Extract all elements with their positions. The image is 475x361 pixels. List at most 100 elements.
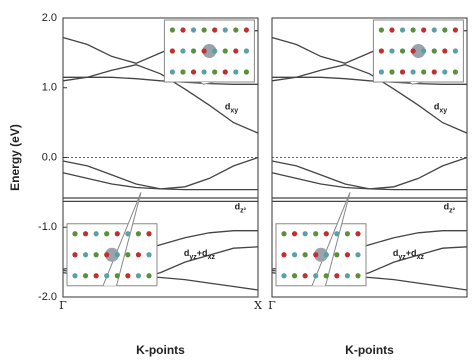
atom	[379, 48, 384, 53]
atom	[136, 252, 141, 257]
atom	[202, 69, 207, 74]
panel: 2.01.00.0-1.0-2.0ΓXEnergy (eV)K-pointsdx…	[8, 12, 262, 357]
atom	[334, 252, 339, 257]
atom	[292, 273, 297, 278]
x-tick-label: Γ	[268, 299, 276, 312]
atom	[104, 231, 109, 236]
y-tick-label: 1.0	[42, 82, 57, 94]
atom	[94, 252, 99, 257]
atom	[94, 231, 99, 236]
atom	[400, 48, 405, 53]
atom	[453, 27, 458, 32]
atom	[400, 69, 405, 74]
atom	[104, 273, 109, 278]
atom	[303, 252, 308, 257]
atom	[313, 231, 318, 236]
atom	[202, 27, 207, 32]
atom	[244, 27, 249, 32]
x-tick-label: Γ	[59, 299, 67, 312]
atom	[432, 48, 437, 53]
y-tick-label: -2.0	[38, 291, 57, 303]
annotation: dxy	[225, 102, 238, 114]
atom	[83, 273, 88, 278]
atom	[292, 252, 297, 257]
x-axis-label: K-points	[345, 343, 394, 357]
atom	[136, 231, 141, 236]
atom	[191, 69, 196, 74]
atom	[244, 69, 249, 74]
y-tick-label: -1.0	[38, 221, 57, 233]
atom	[303, 273, 308, 278]
annotation: dyz+dxz	[184, 248, 216, 260]
atom	[223, 69, 228, 74]
atom	[432, 69, 437, 74]
atom	[281, 252, 286, 257]
atom	[389, 69, 394, 74]
annotation-text: +d	[197, 248, 208, 258]
atom	[379, 27, 384, 32]
atom	[115, 273, 120, 278]
atom	[146, 231, 151, 236]
atom	[125, 231, 130, 236]
band-line	[63, 173, 258, 190]
atom	[313, 252, 318, 257]
atom	[411, 48, 416, 53]
atom	[223, 27, 228, 32]
atom	[233, 27, 238, 32]
atom	[180, 27, 185, 32]
atom	[453, 69, 458, 74]
atom	[170, 69, 175, 74]
annotation: dz²	[235, 202, 247, 214]
atom	[170, 48, 175, 53]
annotation-text: +d	[406, 248, 417, 258]
atom	[212, 27, 217, 32]
band-line	[272, 158, 467, 189]
annotation-subscript: z²	[449, 208, 456, 215]
atom	[411, 69, 416, 74]
atom	[202, 48, 207, 53]
panel: ΓK-pointsdxydz²dyz+dxz	[268, 18, 467, 357]
annotation: dyz+dxz	[393, 248, 425, 260]
atom	[180, 69, 185, 74]
x-tick-label: X	[254, 299, 262, 312]
atom	[421, 69, 426, 74]
annotation-subscript: xz	[208, 254, 216, 261]
atom	[411, 27, 416, 32]
atom	[421, 27, 426, 32]
atom	[212, 69, 217, 74]
atom	[146, 273, 151, 278]
atom	[453, 48, 458, 53]
atom	[355, 252, 360, 257]
atom	[355, 273, 360, 278]
atom	[324, 231, 329, 236]
atom	[442, 27, 447, 32]
atom	[292, 231, 297, 236]
atom	[345, 273, 350, 278]
annotation: dz²	[444, 202, 456, 214]
atom	[324, 273, 329, 278]
atom	[313, 273, 318, 278]
atom	[389, 48, 394, 53]
atom	[115, 231, 120, 236]
atom	[345, 231, 350, 236]
atom	[233, 69, 238, 74]
y-tick-label: 0.0	[42, 151, 57, 163]
atom	[223, 48, 228, 53]
atom	[146, 252, 151, 257]
y-axis-label: Energy (eV)	[8, 124, 22, 191]
atom	[334, 231, 339, 236]
atom	[136, 273, 141, 278]
atom	[72, 252, 77, 257]
atom	[115, 252, 120, 257]
atom	[389, 27, 394, 32]
atom	[355, 231, 360, 236]
atom	[345, 252, 350, 257]
chart: 2.01.00.0-1.0-2.0ΓXEnergy (eV)K-pointsdx…	[0, 0, 475, 361]
atom	[421, 48, 426, 53]
atom	[125, 273, 130, 278]
atom	[379, 69, 384, 74]
atom	[303, 231, 308, 236]
annotation-subscript: xz	[417, 254, 425, 261]
atom	[324, 252, 329, 257]
x-axis-label: K-points	[136, 343, 185, 357]
